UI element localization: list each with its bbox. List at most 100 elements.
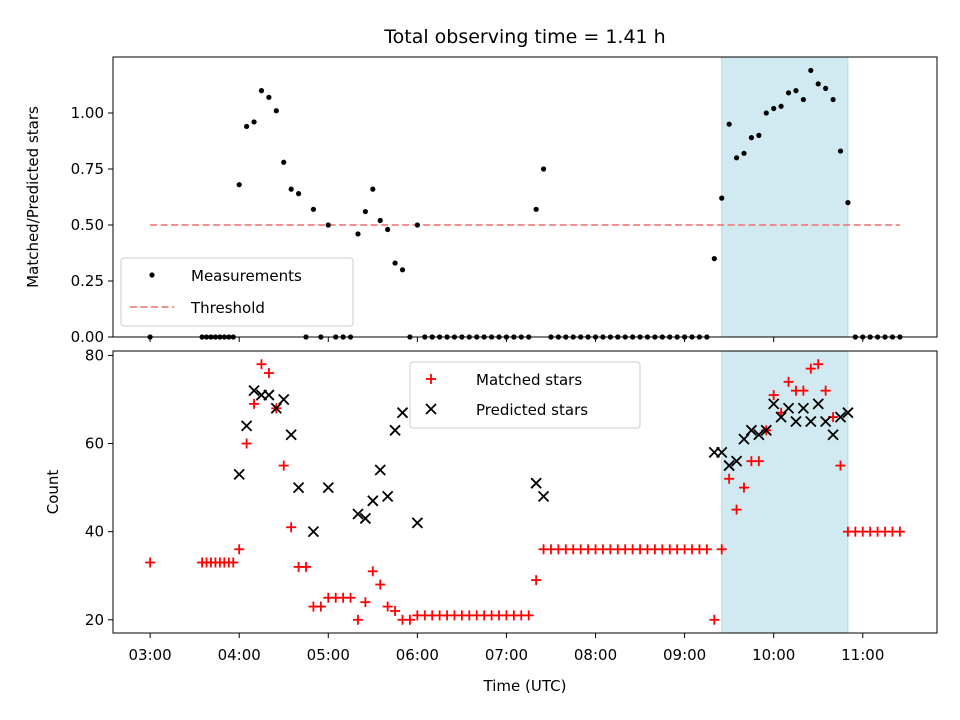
bottom-y-tick-label: 80 [85,346,104,364]
top-y-tick-label: 0.50 [71,216,104,234]
predicted-star-point [248,385,260,397]
predicted-star-point [537,490,550,503]
predicted-star-point [263,389,275,401]
measurement-point [808,67,814,74]
predicted-star-point [842,407,854,419]
measurement-point [258,88,265,94]
predicted-star-point [812,398,824,410]
matched-star-point [249,398,260,409]
measurement-point [763,110,769,116]
x-tick-label: 10:00 [752,646,795,664]
measurement-point [355,231,361,237]
predicted-star-point [827,429,839,441]
matched-star-point [835,460,846,471]
measurement-point [244,123,250,130]
predicted-stars-points [233,385,854,538]
x-tick-label: 09:00 [663,646,706,664]
measurement-point [295,191,302,197]
top-legend: Measurements Threshold [120,257,354,327]
matched-star-point [382,601,393,612]
measurement-point [793,88,799,94]
measurement-point [756,132,762,138]
legend-marker-measurements [149,272,155,278]
legend-label-predicted: Predicted stars [476,401,588,419]
predicted-star-point [322,481,334,494]
measurement-point [741,150,747,156]
matched-star-point [894,526,905,537]
matched-star-point [234,544,245,555]
measurement-point [288,186,294,192]
x-tick-label: 03:00 [128,646,171,664]
matched-star-point [805,363,816,374]
predicted-star-point [723,459,735,472]
predicted-star-point [270,402,282,414]
predicted-star-point [389,424,401,436]
matched-star-point [701,544,712,555]
matched-star-point [241,438,252,449]
predicted-star-point [285,429,297,441]
bottom-y-ticks: 20 40 60 80 [85,346,113,629]
predicted-star-point [292,481,305,494]
predicted-star-point [834,411,847,423]
x-tick-label: 05:00 [307,646,350,664]
matched-star-point [301,561,312,572]
predicted-star-point [730,455,743,467]
bottom-y-axis-label: Count [44,470,62,515]
bottom-panel-highlight-span [721,350,849,634]
measurement-point [399,267,406,273]
predicted-star-point [745,424,758,436]
matched-star-point [731,504,742,515]
measurement-point [800,96,806,103]
predicted-star-point [374,464,386,476]
measurement-point [540,166,547,172]
matched-star-point [256,359,267,370]
predicted-star-point [233,468,245,481]
bottom-y-tick-label: 40 [85,523,104,541]
predicted-star-point [382,490,394,503]
measurement-point [325,222,331,228]
predicted-star-point [530,477,542,489]
predicted-star-point [240,420,253,432]
measurement-point [778,103,784,109]
predicted-star-point [738,433,750,445]
matched-star-point [404,614,415,625]
measurement-point [815,81,821,87]
predicted-star-point [396,407,409,419]
measurement-point [385,226,391,233]
top-y-tick-label: 0.25 [71,272,104,290]
measurement-point [837,148,844,154]
bottom-legend-box [409,361,641,429]
x-tick-label: 06:00 [396,646,439,664]
top-panel-frame [112,56,938,338]
matched-star-point [278,460,289,471]
predicted-star-point [359,512,372,525]
predicted-star-point [716,446,728,458]
matched-star-point [738,482,749,493]
top-y-tick-label: 0.75 [71,160,104,178]
legend-label-matched: Matched stars [476,371,582,389]
predicted-star-point [367,495,379,507]
measurement-point [236,182,242,188]
matched-star-point [145,557,156,568]
matched-star-point [390,605,401,616]
measurement-point [377,217,383,224]
matched-star-point [783,376,794,387]
matched-star-point [724,473,735,484]
bottom-y-tick-label: 20 [85,611,104,629]
predicted-star-point [775,411,787,423]
legend-label-threshold: Threshold [190,299,265,317]
matched-star-point [820,385,831,396]
measurement-point [845,200,851,206]
predicted-star-point [352,508,364,520]
x-tick-label: 07:00 [485,646,528,664]
measurement-point [266,94,272,100]
matched-star-point [286,522,297,533]
predicted-star-point [820,415,832,428]
matched-star-point [798,385,809,396]
matched-star-point [367,566,378,577]
matched-star-point [360,597,371,608]
measurement-point [711,256,717,262]
matched-star-point [716,544,727,555]
predicted-star-point [753,429,765,441]
top-panel-highlight-span [721,56,849,338]
